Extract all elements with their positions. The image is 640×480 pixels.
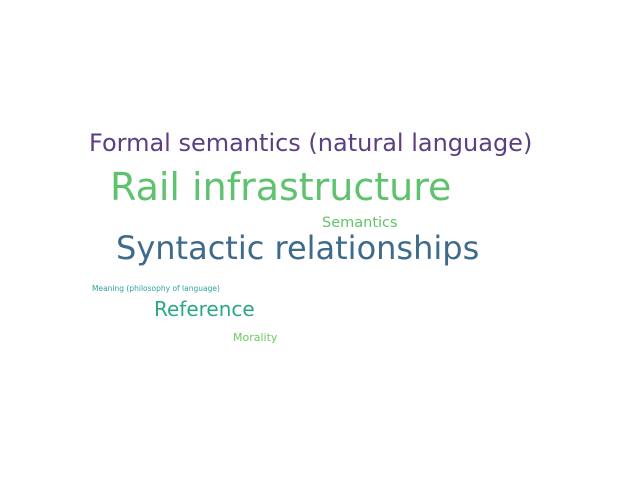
- word-reference: Reference: [154, 297, 255, 321]
- word-semantics: Semantics: [322, 215, 398, 231]
- word-meaning-philosophy: Meaning (philosophy of language): [92, 284, 220, 293]
- word-morality: Morality: [233, 331, 278, 344]
- word-formal-semantics: Formal semantics (natural language): [89, 129, 533, 157]
- word-syntactic-relationships: Syntactic relationships: [116, 229, 480, 267]
- word-rail-infrastructure: Rail infrastructure: [110, 165, 452, 209]
